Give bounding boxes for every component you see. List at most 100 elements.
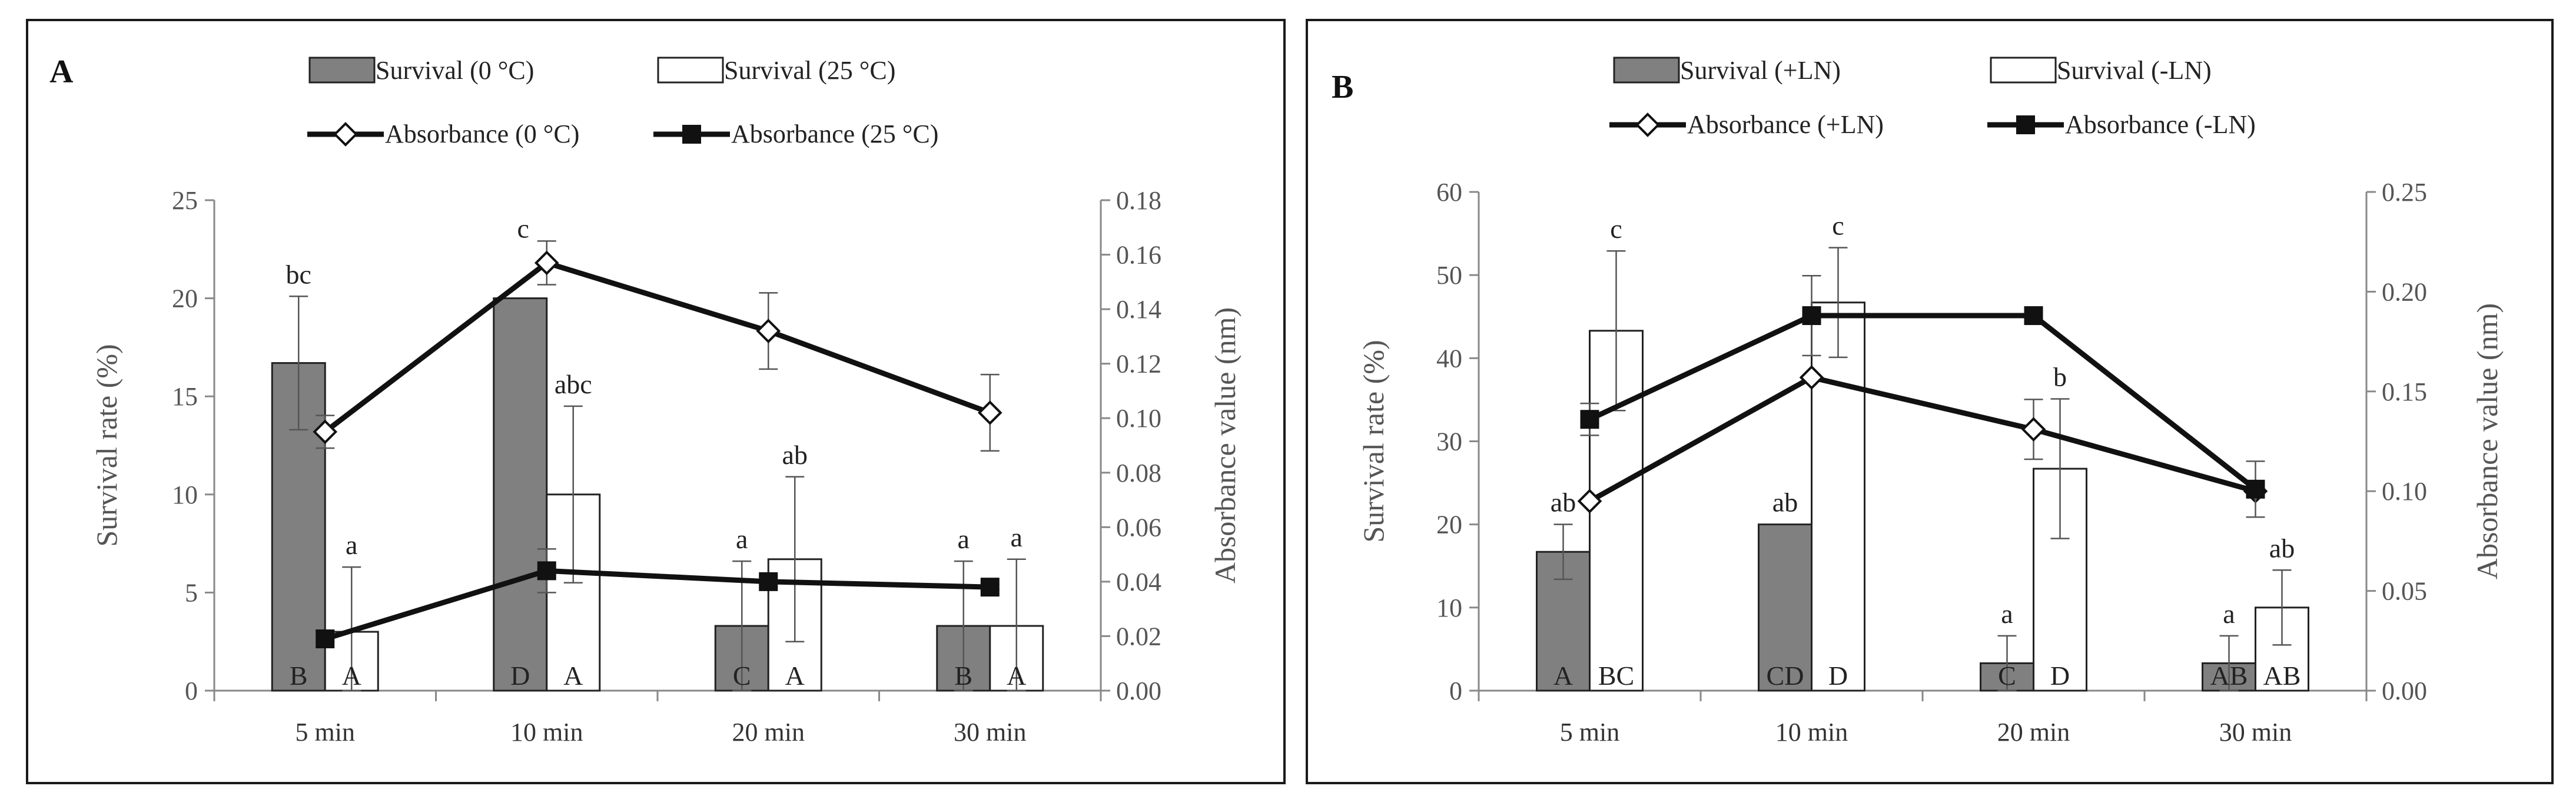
significance-letter: a (2001, 599, 2013, 629)
x-tick-label: 30 min (2219, 718, 2292, 747)
y2-axis-title: Absorbance value (nm) (2471, 303, 2504, 579)
y-tick-label-right: 0.20 (2382, 277, 2427, 306)
significance-letter: a (1011, 522, 1023, 552)
base-letter: A (1007, 661, 1026, 691)
point-absorbance-25-c-20-min (759, 572, 778, 591)
y-tick-label-right: 0.18 (1116, 186, 1161, 215)
y2-axis-title: Absorbance value (nm) (1209, 307, 1241, 583)
significance-letter: c (1610, 214, 1622, 244)
point-absorbance-25-c-10-min (537, 561, 556, 581)
base-letter: BC (1598, 661, 1634, 691)
x-tick-label: 5 min (296, 718, 355, 747)
significance-letter: bc (286, 259, 311, 289)
base-letter: AB (2210, 661, 2248, 691)
significance-letter: b (2053, 362, 2067, 392)
base-letter: B (954, 661, 972, 691)
y-tick-label-left: 60 (1436, 178, 1462, 207)
point-absorbance-0-c-5-min (313, 419, 338, 445)
legend-swatch-survival-25-c (657, 57, 724, 84)
base-letter: CD (1767, 661, 1804, 691)
significance-letter: ab (1772, 488, 1798, 518)
y-tick-label-left: 10 (1436, 594, 1462, 622)
bar-survival-0-c-10-min (493, 297, 548, 692)
bar-survival-ln-10-min (1811, 301, 1865, 692)
significance-letter: ab (1551, 488, 1576, 518)
legend-label-survival-25-c: Survival (25 °C) (724, 56, 895, 85)
significance-letter: a (736, 524, 748, 554)
y-tick-label-right: 0.06 (1116, 513, 1161, 542)
legend-label-survival-0-c: Survival (0 °C) (376, 56, 534, 85)
base-letter: A (785, 661, 805, 691)
series-line-absorbance-ln (1588, 313, 2258, 492)
legend-marker-absorbance-25-c (682, 125, 701, 144)
base-letter: D (2050, 661, 2070, 691)
y-tick-label-right: 0.15 (2382, 377, 2427, 406)
y-axis-title: Survival rate (%) (1357, 340, 1390, 542)
legend-marker-absorbance-0-c (333, 122, 358, 147)
significance-letter: c (1832, 211, 1844, 241)
point-absorbance-ln-30-min (2246, 479, 2265, 499)
series-line-absorbance-0-c (323, 260, 991, 434)
chart-b-svg: B Survival (+LN) Survival (-LN) Absorbance … (1332, 56, 2504, 747)
significance-letter: c (517, 213, 529, 243)
legend-marker-absorbance-ln (2016, 115, 2035, 134)
base-letter: A (563, 661, 583, 691)
y-tick-label-right: 0.12 (1116, 350, 1161, 379)
y-tick-label-right: 0.08 (1116, 459, 1161, 488)
panel-label: B (1332, 69, 1353, 105)
y-tick-label-left: 20 (172, 284, 198, 313)
base-letter: AB (2263, 661, 2301, 691)
legend-label-absorbance-ln: Absorbance (+LN) (1687, 110, 1884, 139)
x-tick-label: 5 min (1560, 718, 1619, 747)
x-tick-label: 10 min (1775, 718, 1848, 747)
base-letter: D (1828, 661, 1848, 691)
panel-label: A (49, 54, 74, 90)
y-tick-label-right: 0.14 (1116, 295, 1161, 324)
y-tick-label-right: 0.25 (2382, 178, 2427, 207)
point-absorbance-ln-10-min (1802, 306, 1821, 326)
series-line-absorbance-25-c (324, 568, 990, 642)
point-absorbance-0-c-30-min (977, 400, 1002, 425)
legend-label-absorbance-25-c: Absorbance (25 °C) (731, 120, 938, 148)
point-absorbance-ln-20-min (2021, 417, 2046, 442)
base-letter: B (290, 661, 308, 691)
y-tick-label-left: 0 (185, 677, 198, 705)
point-absorbance-0-c-20-min (756, 319, 781, 343)
y-tick-label-left: 5 (185, 578, 198, 607)
point-absorbance-0-c-10-min (534, 250, 559, 276)
legend-marker-absorbance-ln (1635, 112, 1660, 137)
y-tick-label-right: 0.04 (1116, 568, 1161, 596)
x-tick-label: 10 min (510, 718, 583, 747)
y-tick-label-right: 0.00 (2382, 677, 2427, 705)
point-absorbance-ln-10-min (1799, 365, 1824, 390)
significance-letter: ab (2269, 533, 2295, 563)
chart-panel-a: A Survival (0 °C) Survival (25 °C) Absorban… (26, 19, 1286, 784)
legend-swatch-survival-0-c (308, 57, 376, 84)
significance-letter: ab (782, 440, 808, 470)
legend-label-absorbance-0-c: Absorbance (0 °C) (385, 120, 579, 148)
y-tick-label-left: 15 (172, 382, 198, 411)
significance-letter: a (346, 530, 357, 560)
y-tick-label-left: 40 (1436, 344, 1462, 373)
y-tick-label-left: 0 (1449, 677, 1462, 705)
x-tick-label: 20 min (732, 718, 805, 747)
base-letter: C (733, 661, 751, 691)
y-tick-label-left: 10 (172, 480, 198, 509)
y-tick-label-left: 30 (1436, 427, 1462, 456)
y-tick-label-left: 20 (1436, 510, 1462, 539)
legend-label-survival-ln: Survival (+LN) (1680, 56, 1841, 85)
significance-letter: a (958, 524, 970, 554)
base-letter: A (1553, 661, 1573, 691)
base-letter: A (342, 661, 361, 691)
series-line-absorbance-ln (1588, 374, 2256, 504)
legend-swatch-survival-ln (1613, 57, 1680, 84)
base-letter: C (1998, 661, 2016, 691)
y-tick-label-right: 0.00 (1116, 677, 1161, 705)
legend-swatch-survival-ln (1990, 57, 2057, 84)
y-tick-label-right: 0.16 (1116, 241, 1161, 270)
y-tick-label-right: 0.05 (2382, 577, 2427, 606)
significance-letter: a (2223, 599, 2235, 629)
significance-letter: abc (555, 369, 592, 399)
legend-label-absorbance-ln: Absorbance (-LN) (2065, 110, 2256, 139)
point-absorbance-25-c-30-min (980, 578, 1000, 597)
